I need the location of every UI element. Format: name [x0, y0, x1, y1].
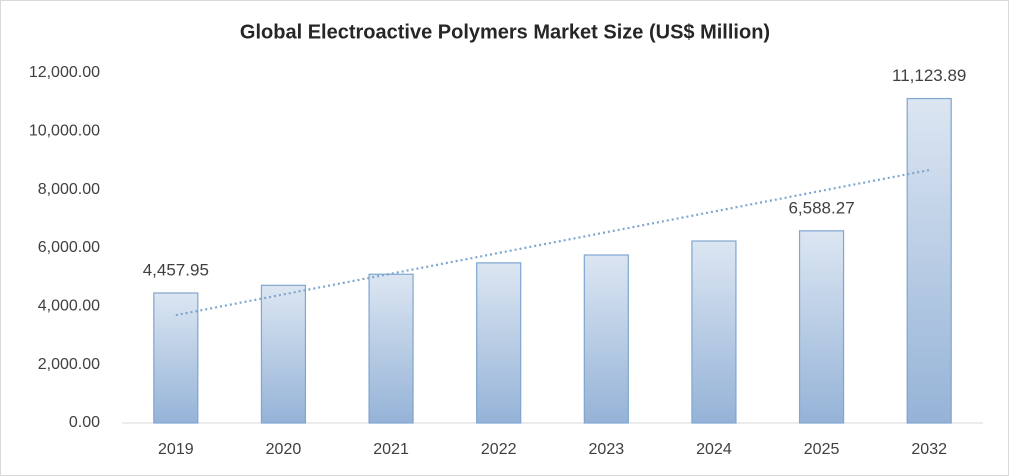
bar: [260, 284, 307, 424]
y-tick-label: 10,000.00: [29, 123, 100, 140]
bar: [906, 97, 952, 424]
value-label: 11,123.89: [892, 66, 966, 85]
x-tick-label: 2022: [481, 441, 517, 458]
x-tick-label: 2025: [804, 441, 840, 458]
y-tick-label: 4,000.00: [38, 298, 100, 315]
y-tick-label: 12,000.00: [29, 64, 100, 81]
bar: [583, 254, 629, 424]
x-tick-label: 2032: [911, 441, 947, 458]
y-tick-label: 0.00: [69, 414, 100, 431]
y-tick-label: 2,000.00: [38, 356, 100, 373]
x-tick-label: 2019: [158, 441, 194, 458]
value-label: 6,588.27: [788, 198, 854, 217]
x-tick-label: 2021: [373, 441, 409, 458]
x-tick-label: 2020: [266, 441, 302, 458]
y-tick-label: 8,000.00: [38, 181, 100, 198]
bar: [691, 240, 737, 424]
bar: [368, 273, 414, 424]
value-label: 4,457.95: [143, 260, 209, 279]
chart-title: Global Electroactive Polymers Market Siz…: [240, 21, 770, 43]
bar: [798, 230, 845, 424]
y-tick-label: 6,000.00: [38, 239, 100, 256]
x-tick-label: 2023: [589, 441, 625, 458]
x-tick-label: 2024: [696, 441, 732, 458]
bar: [476, 262, 522, 424]
